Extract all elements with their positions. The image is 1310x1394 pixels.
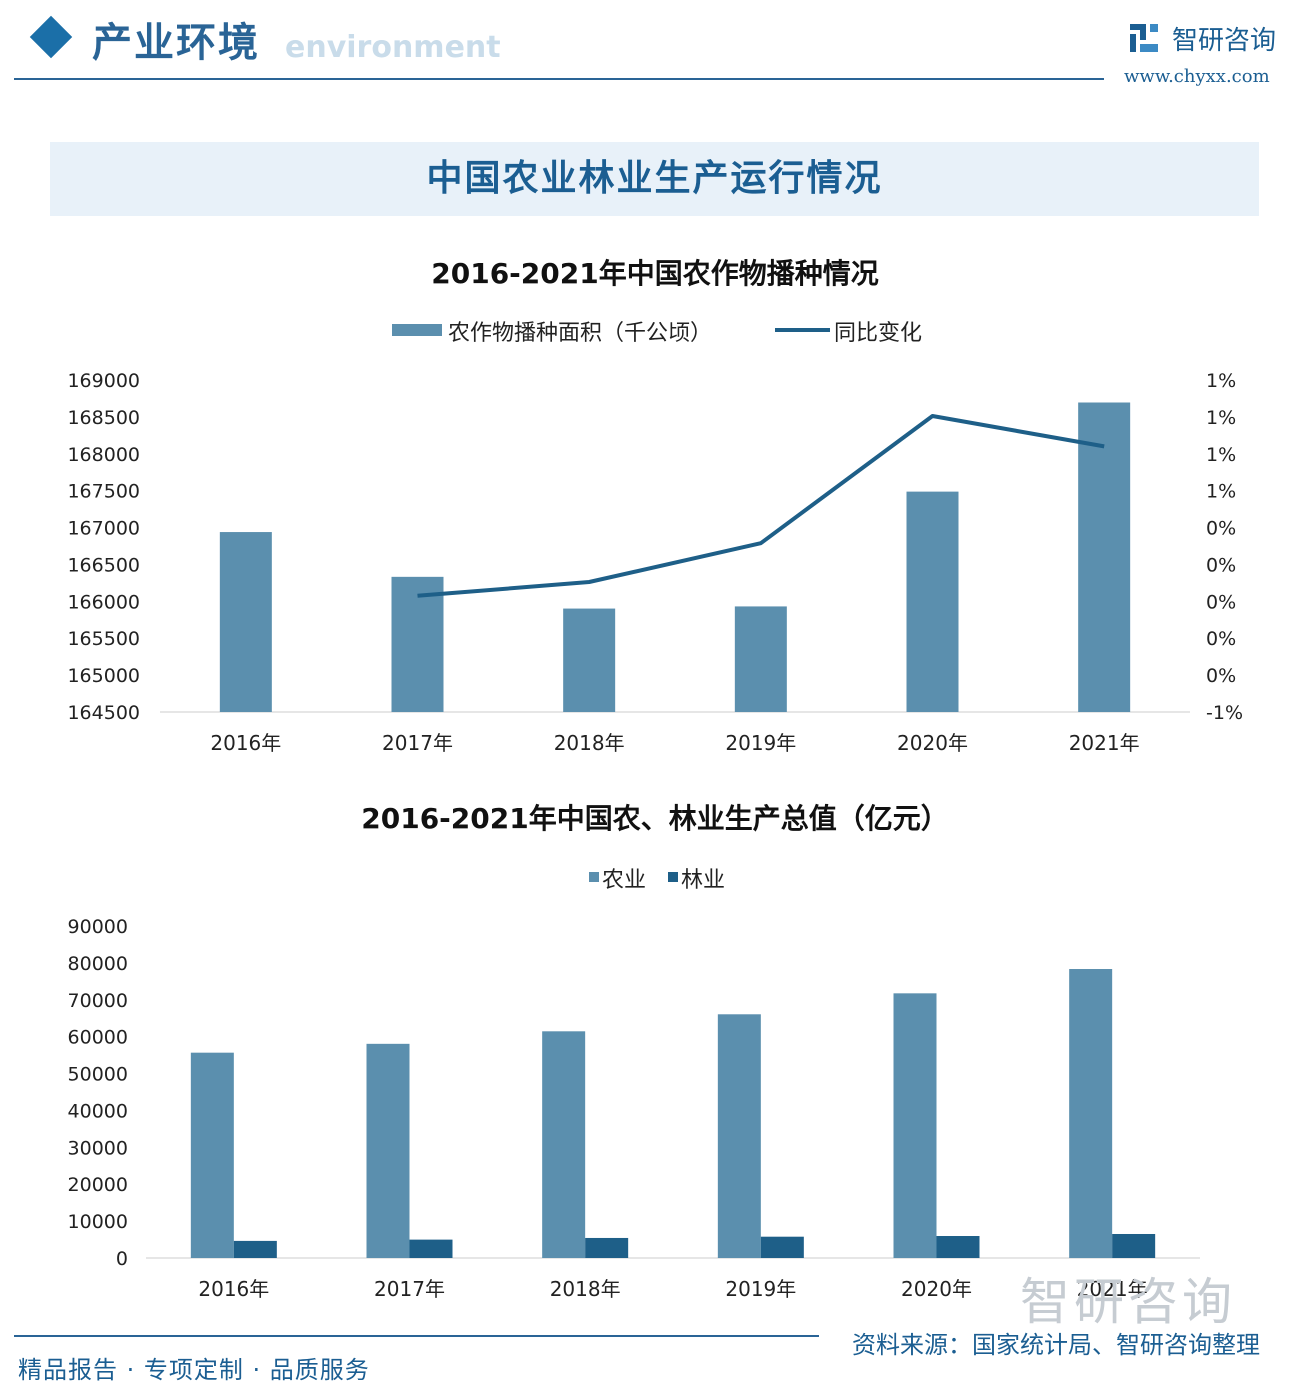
chart1-y-left-tick: 165000	[67, 665, 140, 687]
header-diamond-icon	[29, 15, 73, 59]
chart1-y-right-tick: 1%	[1206, 407, 1236, 429]
chart1-y-left-tick: 166500	[67, 554, 140, 576]
chart2-y-tick: 20000	[68, 1174, 128, 1196]
chart1-y-left-tick: 165500	[67, 628, 140, 650]
legend-forest-label: 林业	[681, 868, 725, 893]
brand-url: www.chyxx.com	[1124, 66, 1270, 87]
chart2-bar-agri	[366, 1043, 410, 1258]
footer-slogan: 精品报告 · 专项定制 · 品质服务	[18, 1356, 370, 1384]
chart2-bar-agri	[542, 1031, 586, 1258]
chart1-title: 2016-2021年中国农作物播种情况	[431, 257, 879, 290]
header-divider	[14, 78, 1104, 80]
chart1-y-left-tick: 167000	[67, 518, 140, 540]
chart1-bar	[734, 606, 787, 712]
chart2-bar-forest	[233, 1240, 277, 1258]
chart1-y-right-tick: 0%	[1206, 665, 1236, 687]
chart1-x-tick: 2017年	[382, 731, 453, 755]
chart2-x-tick: 2018年	[550, 1277, 621, 1301]
chart1-y-right-tick: 0%	[1206, 628, 1236, 650]
chart1-y-right-tick: 1%	[1206, 370, 1236, 392]
chart2-y-tick: 80000	[68, 953, 128, 975]
chart1-y-right-tick: 1%	[1206, 481, 1236, 503]
chart1-x-tick: 2020年	[897, 731, 968, 755]
chart1-x-tick: 2016年	[210, 731, 281, 755]
chart2-bar-forest	[409, 1239, 453, 1258]
legend-agri-label: 农业	[602, 868, 646, 893]
chart2-bar-agri	[1069, 969, 1113, 1258]
chart2-output-value: 农业 林业 0 10000 20000 30000 40000 50000 60000 70000…	[68, 868, 1200, 1301]
chart1-bar	[563, 608, 616, 712]
chart1-y-left-tick: 168000	[67, 444, 140, 466]
chart2-y-tick: 90000	[68, 916, 128, 938]
chart1-y-left-tick: 166000	[67, 591, 140, 613]
banner-title: 中国农业林业生产运行情况	[426, 158, 883, 199]
legend-line-label: 同比变化	[834, 321, 922, 346]
chart2-x-tick: 2019年	[725, 1277, 796, 1301]
chart2-bar-forest	[760, 1236, 804, 1258]
chart2-y-tick: 50000	[68, 1064, 128, 1086]
chart2-bar-forest	[1112, 1233, 1156, 1258]
chart1-y-right-tick: 0%	[1206, 554, 1236, 576]
chart2-x-tick: 2020年	[901, 1277, 972, 1301]
chart1-y-left-tick: 168500	[67, 407, 140, 429]
chart1-y-right-tick: 0%	[1206, 518, 1236, 540]
brand-logo-icon	[1130, 24, 1158, 52]
chart1-x-tick: 2018年	[554, 731, 625, 755]
chart1-y-right-tick: 1%	[1206, 444, 1236, 466]
chart2-legend: 农业 林业	[589, 868, 725, 893]
chart1-y-left-tick: 164500	[67, 702, 140, 724]
chart2-bar-forest	[585, 1237, 629, 1258]
chart2-x-tick: 2017年	[374, 1277, 445, 1301]
legend-agri-swatch	[589, 872, 599, 882]
footer-source: 资料来源：国家统计局、智研咨询整理	[852, 1331, 1260, 1359]
header-subtitle: environment	[285, 30, 501, 65]
chart2-bar-forest	[936, 1236, 980, 1258]
chart1-y-left-tick: 169000	[67, 370, 140, 392]
section-banner: 中国农业林业生产运行情况	[50, 142, 1259, 216]
chart1-sown-area: 农作物播种面积（千公顷） 同比变化 164500 165000 165500 166000…	[67, 321, 1243, 755]
chart1-bar	[1078, 402, 1131, 712]
chart2-y-tick: 70000	[68, 990, 128, 1012]
chart2-x-tick: 2021年	[1077, 1277, 1148, 1301]
chart1-bar	[391, 576, 444, 712]
chart2-y-tick: 40000	[68, 1100, 128, 1122]
chart2-title: 2016-2021年中国农、林业生产总值（亿元）	[361, 802, 949, 835]
footer-divider	[14, 1335, 819, 1337]
chart2-bar-agri	[893, 993, 937, 1258]
chart2-y-tick: 60000	[68, 1027, 128, 1049]
chart1-y-right-tick: 0%	[1206, 591, 1236, 613]
legend-bar-label: 农作物播种面积（千公顷）	[448, 321, 712, 346]
chart2-bar-agri	[190, 1052, 234, 1258]
header-title: 产业环境	[92, 20, 260, 66]
brand-name: 智研咨询	[1172, 26, 1277, 56]
watermark-text: 智研咨询	[1020, 1273, 1236, 1331]
chart2-y-tick: 0	[116, 1248, 128, 1270]
chart1-bar	[906, 491, 959, 712]
chart2-bar-agri	[717, 1014, 761, 1258]
chart1-bar	[219, 532, 272, 712]
chart1-x-tick: 2019年	[725, 731, 796, 755]
chart1-y-left-tick: 167500	[67, 481, 140, 503]
chart1-x-tick: 2021年	[1069, 731, 1140, 755]
chart2-y-tick: 30000	[68, 1137, 128, 1159]
legend-forest-swatch	[668, 872, 678, 882]
chart2-x-tick: 2016年	[198, 1277, 269, 1301]
legend-bar-swatch	[392, 324, 442, 336]
chart1-y-right-tick: -1%	[1206, 702, 1243, 724]
chart2-y-tick: 10000	[68, 1211, 128, 1233]
chart1-legend: 农作物播种面积（千公顷） 同比变化	[392, 321, 922, 346]
chart1-yoy-line	[417, 414, 1105, 598]
